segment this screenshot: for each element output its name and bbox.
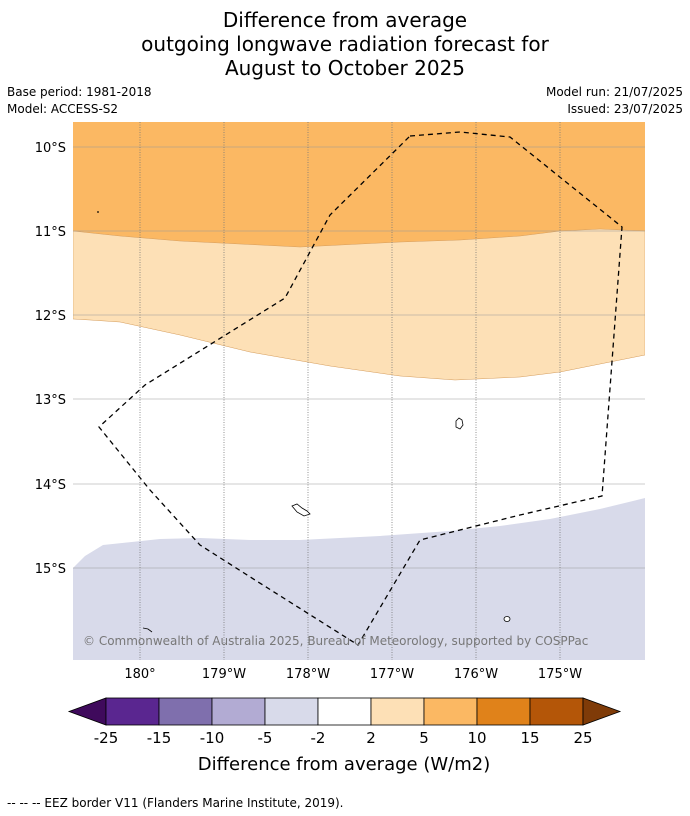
colorbar-segment <box>423 697 478 726</box>
colorbar-tick: 15 <box>520 729 539 747</box>
base-period: Base period: 1981-2018 <box>7 85 152 99</box>
meta-left: Base period: 1981-2018 Model: ACCESS-S2 <box>7 84 152 118</box>
colorbar-tick: -5 <box>258 729 273 747</box>
map-title: Difference from average outgoing longwav… <box>0 8 690 80</box>
anomaly-region-neg2-neg5 <box>73 498 645 660</box>
colorbar-tick: -25 <box>94 729 119 747</box>
issued-date: Issued: 23/07/2025 <box>567 102 683 116</box>
lat-label: 15°S <box>35 562 66 577</box>
lat-label: 12°S <box>35 309 66 324</box>
island <box>142 627 153 633</box>
longitude-gridlines <box>139 122 561 660</box>
colorbar-tick: 2 <box>366 729 376 747</box>
colorbar-tick-labels: -25 -15 -10 -5 -2 2 5 10 15 25 <box>94 729 593 747</box>
lat-label: 10°S <box>35 141 66 156</box>
island <box>97 211 99 213</box>
colorbar-extend-high <box>582 697 622 726</box>
colorbar-segment <box>529 697 584 726</box>
lat-label: 11°S <box>35 225 66 240</box>
lon-label: 179°W <box>202 667 246 682</box>
colorbar-tick: 10 <box>467 729 486 747</box>
lat-label: 13°S <box>35 393 66 408</box>
lon-label: 177°W <box>370 667 414 682</box>
eez-legend: -- -- -- EEZ border V11 (Flanders Marine… <box>7 796 344 810</box>
lon-label: 180° <box>124 667 155 682</box>
anomaly-region-5-10 <box>73 122 645 247</box>
longitude-labels: 180° 179°W 178°W 177°W 176°W 175°W <box>124 667 582 682</box>
title-line-2: outgoing longwave radiation forecast for <box>141 32 549 56</box>
colorbar <box>67 697 622 726</box>
lon-label: 176°W <box>454 667 498 682</box>
colorbar-segment <box>264 697 319 726</box>
title-line-3: August to October 2025 <box>224 56 466 80</box>
colorbar-tick: 5 <box>419 729 429 747</box>
colorbar-tick: -15 <box>147 729 172 747</box>
copyright-notice: © Commonwealth of Australia 2025, Bureau… <box>83 634 588 648</box>
colorbar-segment <box>211 697 266 726</box>
colorbar-extend-low <box>67 697 107 726</box>
colorbar-tick: -2 <box>311 729 326 747</box>
colorbar-tick: 25 <box>573 729 592 747</box>
colorbar-segment <box>317 697 372 726</box>
island <box>291 503 311 517</box>
colorbar-segment <box>476 697 531 726</box>
island <box>503 616 511 622</box>
latitude-labels: 10°S 11°S 12°S 13°S 14°S 15°S <box>35 141 66 577</box>
title-line-1: Difference from average <box>222 8 468 32</box>
colorbar-segment <box>370 697 425 726</box>
map-area: © Commonwealth of Australia 2025, Bureau… <box>73 122 645 660</box>
colorbar-tick: -10 <box>200 729 225 747</box>
colorbar-segment <box>105 697 160 726</box>
island <box>455 417 464 430</box>
eez-border <box>98 131 623 646</box>
model-name: Model: ACCESS-S2 <box>7 102 119 116</box>
lat-label: 14°S <box>35 478 66 493</box>
meta-right: Model run: 21/07/2025 Issued: 23/07/2025 <box>546 84 683 118</box>
anomaly-region-2-5 <box>73 228 645 381</box>
colorbar-segment <box>158 697 213 726</box>
latitude-gridlines <box>73 146 645 569</box>
lon-label: 175°W <box>538 667 582 682</box>
model-run: Model run: 21/07/2025 <box>545 85 683 99</box>
colorbar-label: Difference from average (W/m2) <box>198 754 490 775</box>
lon-label: 178°W <box>286 667 330 682</box>
